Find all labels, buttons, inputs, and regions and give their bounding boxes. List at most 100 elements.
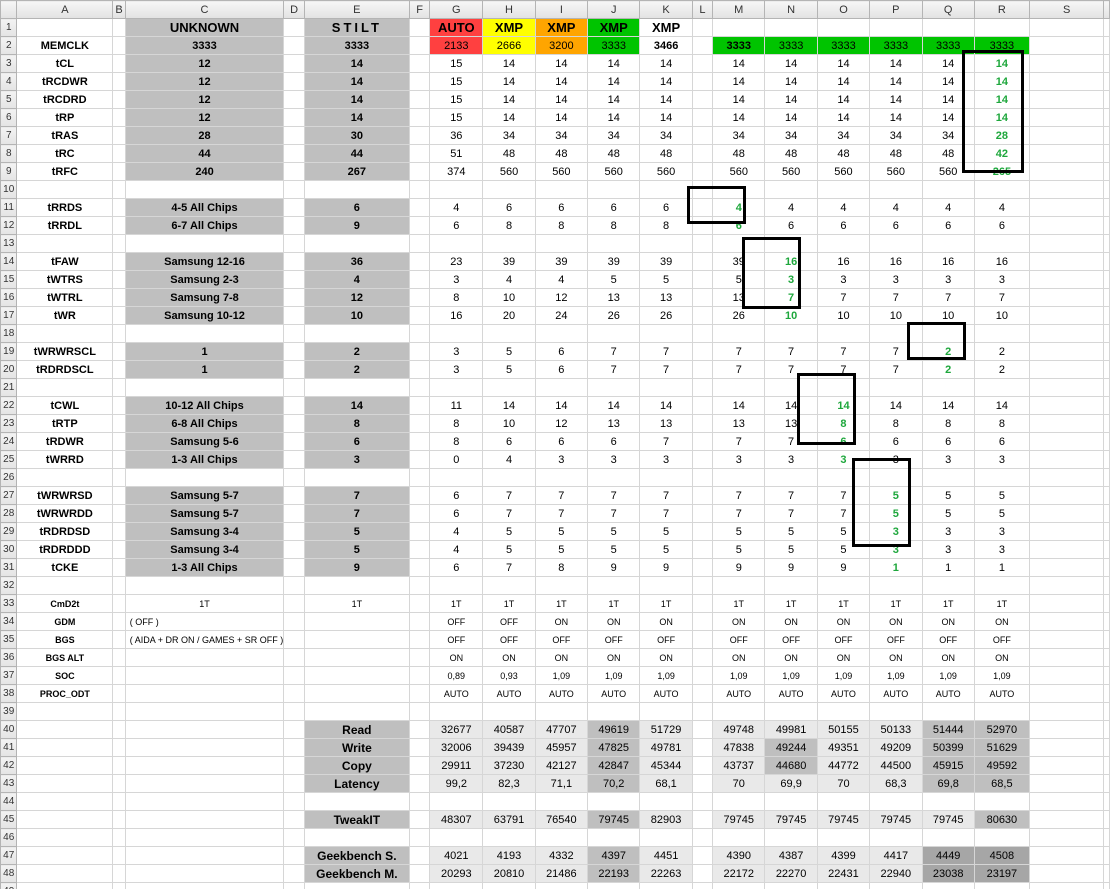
cell-I8[interactable]: 48	[534, 144, 589, 163]
cell-R12[interactable]: 6	[973, 216, 1030, 235]
cell-C20[interactable]: 1	[124, 360, 285, 379]
cell-H36[interactable]: ON	[482, 648, 536, 667]
cell-B18[interactable]	[112, 324, 126, 343]
cell-H48[interactable]: 20810	[482, 864, 536, 883]
cell-H44[interactable]	[482, 792, 536, 811]
cell-H14[interactable]: 39	[482, 252, 536, 271]
row-header-40[interactable]: 40	[0, 720, 18, 739]
cell-M28[interactable]: 7	[712, 504, 766, 523]
cell-P28[interactable]: 5	[869, 504, 923, 523]
cell-K13[interactable]	[639, 234, 693, 253]
cell-J8[interactable]: 48	[587, 144, 641, 163]
cell-Q31[interactable]: 1	[921, 558, 975, 577]
cell-C9[interactable]: 240	[124, 162, 285, 181]
cell-edge35[interactable]	[1103, 630, 1110, 649]
cell-G1[interactable]: AUTO	[429, 18, 484, 37]
cell-K47[interactable]: 4451	[639, 846, 693, 865]
cell-S37[interactable]	[1028, 666, 1105, 685]
cell-C23[interactable]: 6-8 All Chips	[124, 414, 285, 433]
cell-L34[interactable]	[691, 612, 714, 631]
cell-G10[interactable]	[429, 180, 484, 199]
cell-I46[interactable]	[534, 828, 589, 847]
cell-K16[interactable]: 13	[639, 288, 693, 307]
row-header-7[interactable]: 7	[0, 126, 18, 145]
cell-I12[interactable]: 8	[534, 216, 589, 235]
cell-G17[interactable]: 16	[429, 306, 484, 325]
cell-M14[interactable]: 39	[712, 252, 766, 271]
cell-F7[interactable]	[408, 126, 431, 145]
cell-edge13[interactable]	[1103, 234, 1110, 253]
cell-G37[interactable]: 0,89	[429, 666, 484, 685]
cell-R47[interactable]: 4508	[973, 846, 1030, 865]
cell-D23[interactable]	[283, 414, 305, 433]
cell-S17[interactable]	[1028, 306, 1105, 325]
cell-E46[interactable]	[303, 828, 410, 847]
cell-D49[interactable]	[283, 882, 305, 889]
cell-E25[interactable]: 3	[303, 450, 410, 469]
cell-S4[interactable]	[1028, 72, 1105, 91]
cell-G40[interactable]: 32677	[429, 720, 484, 739]
cell-C22[interactable]: 10-12 All Chips	[124, 396, 285, 415]
cell-Q10[interactable]	[921, 180, 975, 199]
cell-E44[interactable]	[303, 792, 410, 811]
cell-S47[interactable]	[1028, 846, 1105, 865]
cell-K19[interactable]: 7	[639, 342, 693, 361]
cell-B49[interactable]	[112, 882, 126, 889]
cell-O9[interactable]: 560	[816, 162, 871, 181]
cell-I38[interactable]: AUTO	[534, 684, 589, 703]
cell-F39[interactable]	[408, 702, 431, 721]
col-header-E[interactable]: E	[303, 0, 410, 19]
cell-N33[interactable]: 1T	[764, 594, 818, 613]
row-header-42[interactable]: 42	[0, 756, 18, 775]
cell-F29[interactable]	[408, 522, 431, 541]
cell-D15[interactable]	[283, 270, 305, 289]
cell-J26[interactable]	[587, 468, 641, 487]
cell-B1[interactable]	[112, 18, 126, 37]
cell-P22[interactable]: 14	[869, 396, 923, 415]
cell-K20[interactable]: 7	[639, 360, 693, 379]
cell-C49[interactable]	[124, 882, 285, 889]
cell-D38[interactable]	[283, 684, 305, 703]
cell-M17[interactable]: 26	[712, 306, 766, 325]
cell-I44[interactable]	[534, 792, 589, 811]
cell-C28[interactable]: Samsung 5-7	[124, 504, 285, 523]
cell-I28[interactable]: 7	[534, 504, 589, 523]
cell-K18[interactable]	[639, 324, 693, 343]
cell-J35[interactable]: OFF	[587, 630, 641, 649]
cell-D30[interactable]	[283, 540, 305, 559]
cell-K48[interactable]: 22263	[639, 864, 693, 883]
cell-J9[interactable]: 560	[587, 162, 641, 181]
cell-I11[interactable]: 6	[534, 198, 589, 217]
cell-I35[interactable]: OFF	[534, 630, 589, 649]
cell-F40[interactable]	[408, 720, 431, 739]
cell-M48[interactable]: 22172	[712, 864, 766, 883]
cell-E35[interactable]	[303, 630, 410, 649]
cell-Q25[interactable]: 3	[921, 450, 975, 469]
cell-E8[interactable]: 44	[303, 144, 410, 163]
cell-B21[interactable]	[112, 378, 126, 397]
col-header-G[interactable]: G	[429, 0, 484, 19]
cell-P26[interactable]	[869, 468, 923, 487]
cell-H13[interactable]	[482, 234, 536, 253]
row-header-48[interactable]: 48	[0, 864, 18, 883]
col-header-K[interactable]: K	[639, 0, 693, 19]
cell-G27[interactable]: 6	[429, 486, 484, 505]
cell-edge44[interactable]	[1103, 792, 1110, 811]
cell-Q9[interactable]: 560	[921, 162, 975, 181]
row-header-39[interactable]: 39	[0, 702, 18, 721]
cell-Q14[interactable]: 16	[921, 252, 975, 271]
cell-A39[interactable]	[16, 702, 114, 721]
cell-K8[interactable]: 48	[639, 144, 693, 163]
cell-C32[interactable]	[124, 576, 285, 595]
cell-J40[interactable]: 49619	[587, 720, 641, 739]
cell-B36[interactable]	[112, 648, 126, 667]
cell-G33[interactable]: 1T	[429, 594, 484, 613]
cell-D7[interactable]	[283, 126, 305, 145]
cell-H26[interactable]	[482, 468, 536, 487]
cell-F23[interactable]	[408, 414, 431, 433]
col-header-B[interactable]: B	[112, 0, 126, 19]
cell-A7[interactable]: tRAS	[16, 126, 114, 145]
cell-E20[interactable]: 2	[303, 360, 410, 379]
cell-G5[interactable]: 15	[429, 90, 484, 109]
cell-G3[interactable]: 15	[429, 54, 484, 73]
